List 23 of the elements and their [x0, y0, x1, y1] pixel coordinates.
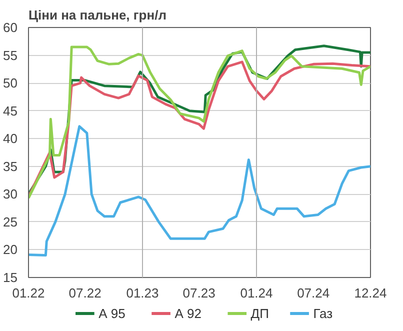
x-tick-label: 07.22	[68, 286, 102, 300]
y-tick-label: 15	[3, 270, 18, 285]
legend-label: А 92	[174, 306, 202, 321]
y-tick-label: 55	[3, 48, 18, 63]
legend-label: Газ	[313, 306, 333, 321]
legend-label: А 95	[98, 306, 126, 321]
y-tick-label: 60	[3, 20, 18, 35]
x-tick-label: 07.24	[297, 286, 330, 300]
x-tick-label: 07.23	[182, 286, 216, 300]
y-tick-label: 40	[3, 131, 18, 146]
y-tick-label: 45	[3, 103, 18, 118]
legend-label: ДП	[250, 306, 269, 321]
x-tick-label: 01.24	[240, 286, 273, 300]
chart-title: Ціни на пальне, грн/л	[28, 8, 166, 22]
x-tick-label: 01.23	[126, 286, 159, 300]
y-tick-label: 50	[3, 76, 18, 91]
x-tick-label: 01.22	[12, 286, 45, 300]
line-series	[28, 125, 370, 257]
y-tick-label: 30	[3, 186, 18, 202]
y-tick-label: 20	[3, 242, 18, 258]
y-tick-label: 25	[3, 214, 18, 230]
y-tick-label: 35	[3, 158, 18, 174]
x-tick-label: 12.24	[354, 286, 387, 300]
